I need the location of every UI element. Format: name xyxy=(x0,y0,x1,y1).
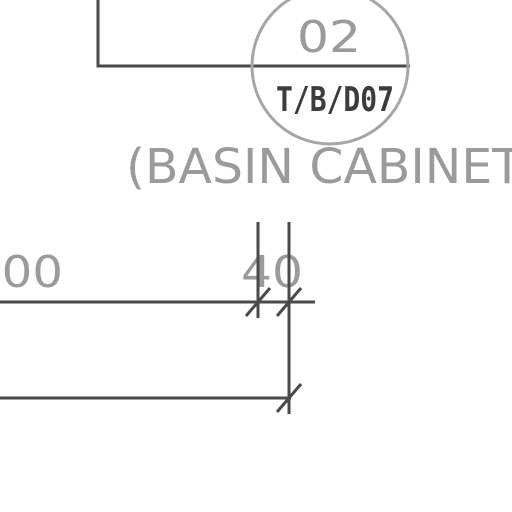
section-marker-number: 02 xyxy=(297,12,361,63)
tick-mark-lower-right xyxy=(275,383,303,413)
dimension-ticks xyxy=(244,287,303,413)
tick-mark-upper-right xyxy=(275,287,303,317)
section-marker: 02 T/B/D07 xyxy=(250,0,410,146)
dimension-right-value: 40 xyxy=(241,247,303,298)
dimension-lines xyxy=(0,222,315,414)
dimension-left-value: 400 xyxy=(0,247,63,298)
section-marker-circle xyxy=(250,0,410,146)
section-title: (BASIN CABINET xyxy=(126,139,512,195)
section-marker-sheet-ref: T/B/D07 xyxy=(276,80,394,120)
tick-mark-upper-left xyxy=(244,287,272,317)
